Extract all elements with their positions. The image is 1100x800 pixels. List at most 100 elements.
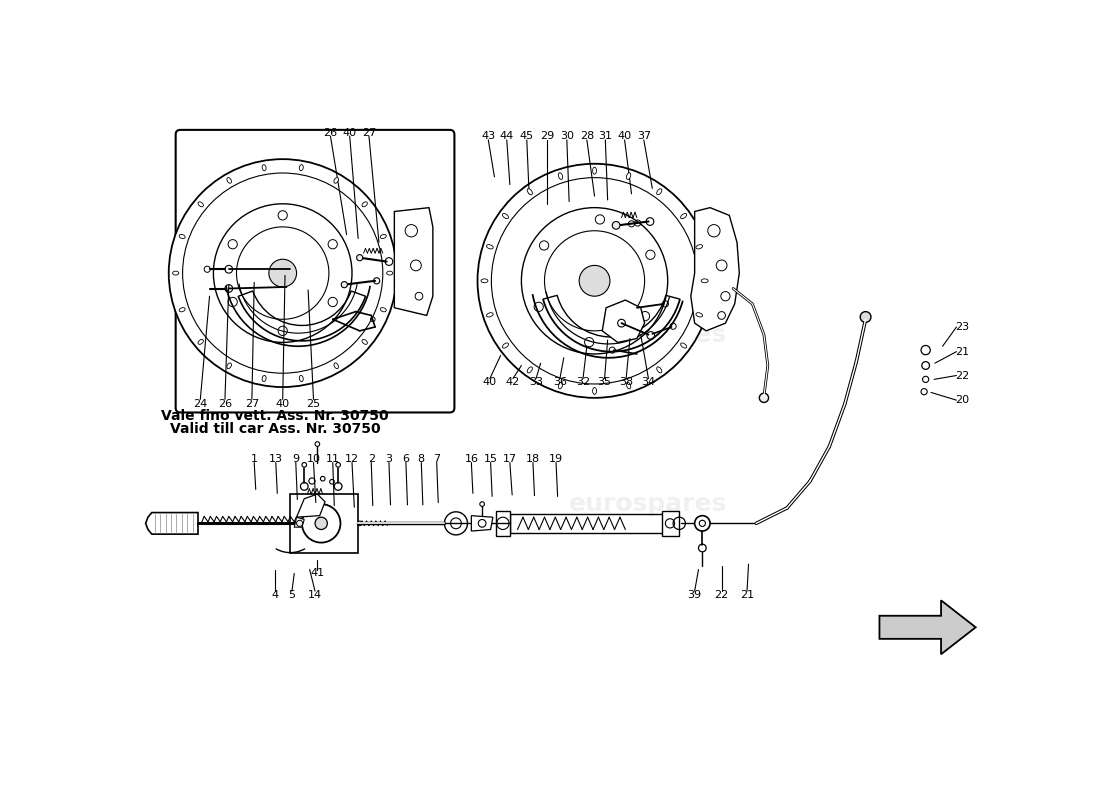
Ellipse shape [503,343,508,348]
Ellipse shape [362,202,367,206]
Ellipse shape [627,173,630,179]
Text: 19: 19 [549,454,563,465]
Text: 10: 10 [307,454,320,465]
Text: 29: 29 [540,131,554,141]
Text: 26: 26 [218,399,232,409]
Circle shape [315,517,328,530]
Text: 34: 34 [641,378,656,387]
Text: 18: 18 [526,454,540,465]
Text: 39: 39 [688,590,702,600]
Text: 20: 20 [956,395,970,405]
Text: 45: 45 [519,131,534,141]
Circle shape [297,520,302,526]
Ellipse shape [486,245,493,249]
Ellipse shape [593,167,596,174]
Text: 27: 27 [245,399,258,409]
Text: 30: 30 [560,131,574,141]
Text: 40: 40 [617,131,631,141]
Text: 36: 36 [553,378,566,387]
Text: eurospares: eurospares [293,322,450,346]
Text: 16: 16 [464,454,478,465]
Text: 15: 15 [484,454,497,465]
Text: 41: 41 [310,568,324,578]
Text: 25: 25 [307,399,320,409]
Ellipse shape [198,202,204,206]
Text: 23: 23 [956,322,970,332]
Ellipse shape [657,189,662,194]
Text: Vale fino vett. Ass. Nr. 30750: Vale fino vett. Ass. Nr. 30750 [162,409,388,422]
Ellipse shape [681,343,686,348]
Ellipse shape [486,313,493,317]
Circle shape [301,504,341,542]
Ellipse shape [559,173,562,179]
Circle shape [477,164,712,398]
Polygon shape [297,494,326,517]
Text: 9: 9 [293,454,299,465]
Text: 32: 32 [576,378,590,387]
Text: 40: 40 [276,399,289,409]
Text: 28: 28 [580,131,594,141]
Polygon shape [691,208,739,331]
Circle shape [613,222,620,230]
Text: 44: 44 [499,131,514,141]
Ellipse shape [481,279,488,282]
Circle shape [168,159,397,387]
Text: 22: 22 [956,370,970,381]
Ellipse shape [381,234,386,238]
Circle shape [695,516,711,531]
Text: 40: 40 [342,128,356,138]
Ellipse shape [627,382,630,389]
Text: 24: 24 [194,399,208,409]
Circle shape [521,208,668,354]
Text: 26: 26 [323,128,338,138]
Ellipse shape [381,308,386,312]
Polygon shape [295,517,305,527]
Ellipse shape [198,339,204,344]
Ellipse shape [527,189,532,194]
Text: 33: 33 [529,378,543,387]
Circle shape [341,282,348,288]
Polygon shape [472,516,493,531]
Text: 5: 5 [288,590,296,600]
Ellipse shape [559,382,562,389]
Ellipse shape [299,165,304,170]
Text: 1: 1 [251,454,257,465]
Text: 4: 4 [272,590,278,600]
Bar [496,511,510,536]
Text: 7: 7 [433,454,440,465]
Text: 21: 21 [740,590,755,600]
Text: 3: 3 [385,454,393,465]
Text: 21: 21 [956,346,970,357]
Ellipse shape [701,279,708,282]
Text: 40: 40 [483,378,497,387]
Text: 43: 43 [481,131,495,141]
Text: eurospares: eurospares [570,322,727,346]
Text: 37: 37 [637,131,651,141]
Ellipse shape [362,339,367,344]
Circle shape [268,259,297,287]
Polygon shape [145,513,198,534]
Text: eurospares: eurospares [570,492,727,516]
Ellipse shape [299,375,304,382]
Text: 11: 11 [326,454,340,465]
Ellipse shape [527,367,532,373]
Ellipse shape [262,375,266,382]
Text: 35: 35 [597,378,612,387]
Ellipse shape [681,214,686,218]
Circle shape [759,394,769,402]
Ellipse shape [179,234,185,238]
Text: 12: 12 [345,454,359,465]
Polygon shape [290,494,359,553]
Ellipse shape [227,178,231,183]
Text: 17: 17 [503,454,517,465]
Polygon shape [395,208,433,315]
Circle shape [356,254,363,261]
Ellipse shape [227,363,231,369]
Ellipse shape [334,363,339,369]
Text: 27: 27 [362,128,376,138]
FancyBboxPatch shape [176,130,454,413]
Polygon shape [880,600,976,654]
Polygon shape [603,300,645,342]
Ellipse shape [593,387,596,394]
Ellipse shape [696,245,703,249]
